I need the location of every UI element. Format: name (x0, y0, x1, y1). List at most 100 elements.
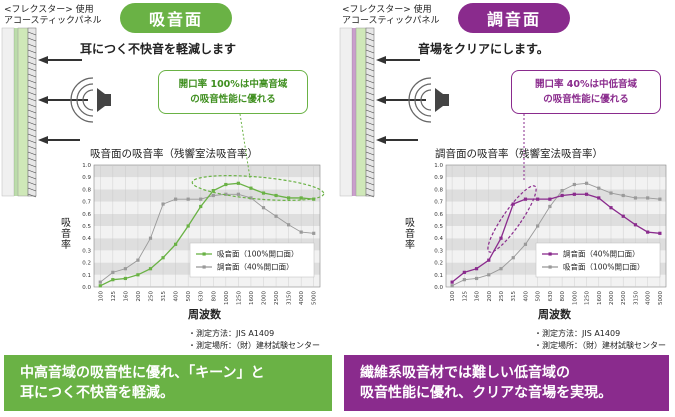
chart: 0.0 0.1 0.2 0.3 0.4 0.5 0.6 0.7 0.8 0.9 1.0 100 125 1… (434, 114, 667, 305)
x-tick-label: 1000 (224, 291, 230, 305)
panel-hatch (27, 193, 37, 198)
x-tick-label: 1250 (236, 291, 242, 305)
data-point (658, 197, 662, 201)
x-tick-label: 200 (136, 291, 142, 302)
x-tick-label: 3150 (287, 291, 293, 305)
data-point (224, 192, 228, 196)
speaker-icon (443, 94, 449, 106)
legend-box (189, 242, 315, 278)
x-tick-label: 2500 (621, 291, 627, 305)
x-tick-label: 1600 (249, 291, 255, 305)
panel-hatch (365, 187, 375, 192)
subhead: 耳につく不快音を軽減します (80, 42, 237, 56)
panel-hatch (365, 133, 375, 138)
panel-hatch (365, 97, 375, 102)
wall-illustration (339, 27, 449, 198)
arrow-head-icon (376, 136, 386, 144)
arrow-head-icon (376, 56, 386, 64)
x-tick-label: 2500 (274, 291, 280, 305)
chart-title: 吸音面の吸音率（残響室法吸音率） (90, 148, 258, 160)
y-tick-label: 0.8 (434, 187, 443, 193)
panel-hatch (365, 85, 375, 90)
sound-wave-icon (420, 89, 432, 111)
data-point (462, 278, 466, 282)
grid-band (446, 165, 666, 178)
panel-hatch (27, 61, 37, 66)
x-tick-label: 125 (462, 291, 468, 302)
data-point (274, 193, 278, 198)
data-point (487, 258, 491, 262)
grid-band (446, 177, 666, 190)
panel-hatch (365, 49, 375, 54)
y-tick-label: 0.5 (434, 224, 443, 230)
panel-hatch (27, 169, 37, 174)
data-point (211, 189, 215, 193)
panel-hatch (365, 55, 375, 60)
panel-hatch (27, 55, 37, 60)
arrow-head-icon (38, 56, 48, 64)
x-tick-label: 1000 (572, 291, 578, 305)
x-tick-label: 2000 (262, 291, 268, 305)
felt-layer (17, 27, 29, 197)
x-tick-label: 3150 (633, 291, 639, 305)
panel-hatch (27, 157, 37, 162)
x-tick-label: 250 (149, 291, 155, 302)
panel-hatch (27, 79, 37, 84)
subhead: 音場をクリアにします。 (418, 42, 549, 56)
data-point (299, 230, 303, 234)
grid-band (94, 226, 320, 239)
highlight-ellipse (487, 185, 537, 253)
data-point (560, 189, 564, 193)
data-point (548, 197, 552, 201)
data-point (560, 193, 564, 198)
data-point (499, 236, 503, 240)
data-point (474, 276, 479, 281)
y-tick-label: 0.4 (82, 236, 91, 242)
data-point (186, 197, 190, 201)
arrow-head-icon (376, 96, 386, 104)
x-tick-label: 500 (186, 291, 192, 302)
panel-hatch (27, 181, 37, 186)
x-tick-label: 125 (111, 291, 117, 302)
data-point (98, 280, 102, 284)
x-tick-label: 160 (475, 291, 481, 302)
data-point (148, 267, 153, 271)
y-tick-label: 1.0 (434, 163, 443, 169)
data-point (98, 284, 102, 288)
x-tick-label: 315 (161, 291, 167, 302)
panel-hatch (27, 151, 37, 156)
data-point (111, 270, 115, 274)
data-point (609, 191, 613, 195)
data-point (450, 284, 454, 288)
y-tick-label: 0.6 (82, 212, 91, 218)
panel-hatch (27, 67, 37, 72)
sound-wave-icon (414, 83, 432, 117)
data-point (199, 197, 203, 201)
panel-hatch (27, 73, 37, 78)
callout: 開口率 40%は中低音域 の吸音性能に優れる (511, 70, 661, 114)
x-tick-label: 630 (548, 291, 554, 302)
y-tick-label: 0.1 (82, 273, 91, 279)
panel-hatch (27, 49, 37, 54)
speaker-cone-icon (435, 88, 443, 112)
badge-tuning: 調音面 (458, 3, 570, 33)
grid-band (94, 177, 320, 190)
note-location: ・測定場所：（財）建材試験センター (534, 341, 666, 350)
data-point (487, 273, 491, 277)
panel-hatch (27, 91, 37, 96)
speaker-icon (105, 94, 111, 106)
data-point (658, 231, 662, 235)
x-tick-label: 5000 (658, 291, 664, 305)
data-point (633, 223, 638, 227)
panel-hatch (27, 121, 37, 126)
panel-hatch (27, 187, 37, 192)
x-tick-label: 500 (536, 291, 542, 302)
data-point (548, 204, 552, 209)
x-tick-label: 800 (211, 291, 217, 302)
panel-hatch (27, 163, 37, 168)
y-tick-label: 0.7 (434, 200, 443, 206)
grid-band (94, 201, 320, 214)
x-tick-label: 160 (123, 291, 129, 302)
panel-hatch (365, 31, 375, 36)
